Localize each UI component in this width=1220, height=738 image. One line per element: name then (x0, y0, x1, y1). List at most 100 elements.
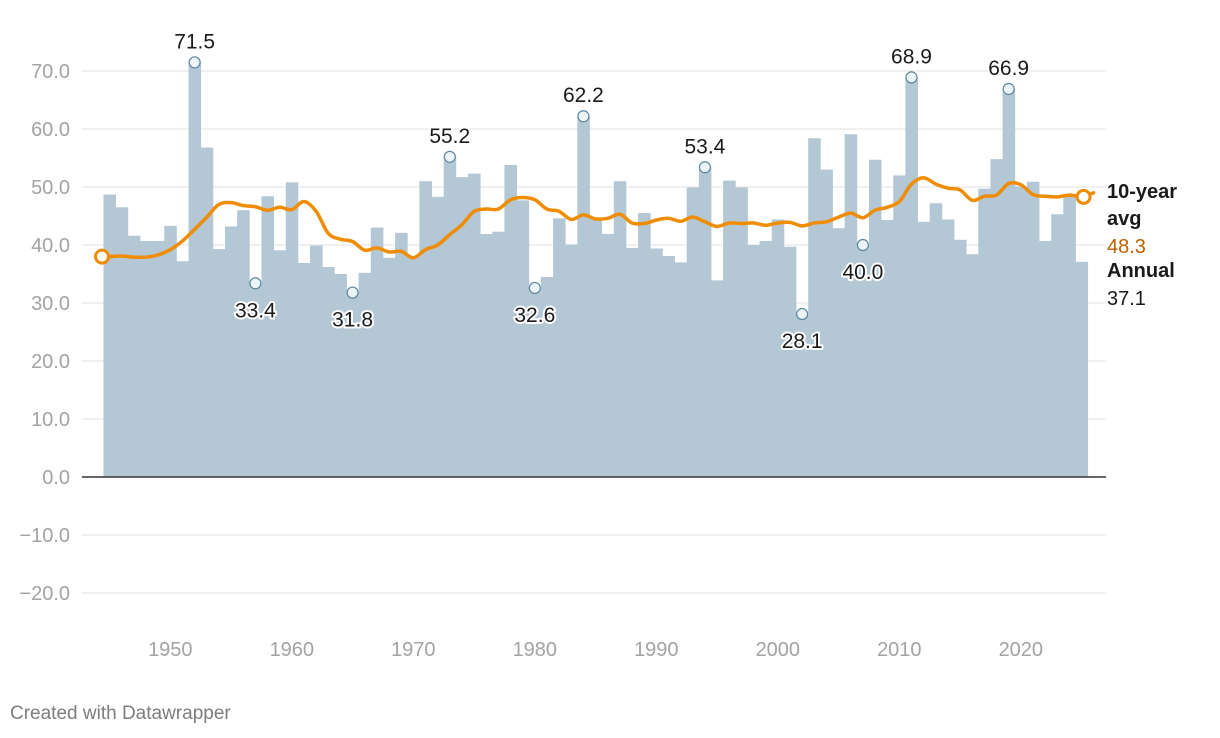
bar-1991 (662, 256, 675, 477)
bar-1948 (139, 240, 153, 477)
bar-1994 (698, 167, 712, 477)
bar-1947 (127, 235, 141, 477)
bar-1995 (711, 280, 724, 477)
x-tick-label: 2010 (877, 639, 922, 661)
annotation-label-1965: 31.8 (332, 309, 373, 332)
bar-1982 (553, 218, 566, 477)
annotation-marker-1957 (249, 277, 262, 290)
y-tick-label: 50.0 (31, 177, 70, 199)
end-labels: 10-year avg 48.3 Annual 37.1 (1107, 181, 1177, 310)
bar-1954 (212, 249, 226, 477)
bar-1999 (759, 240, 773, 477)
bar-1946 (115, 207, 129, 478)
annotation-label-2011: 68.9 (891, 45, 932, 68)
bar-1952 (188, 62, 202, 478)
y-tick-label: 60.0 (31, 119, 70, 141)
annotation-marker-1984 (577, 110, 590, 123)
bar-1953 (200, 147, 214, 477)
bar-1968 (382, 257, 396, 477)
bar-1985 (589, 218, 603, 477)
annotation-marker-2007 (856, 238, 869, 252)
bar-1970 (407, 256, 420, 477)
bar-1980 (528, 287, 542, 477)
annotation-label-2007: 40.0 (842, 261, 883, 284)
bar-1990 (650, 248, 663, 477)
bar-1978 (504, 164, 517, 477)
bar-1955 (225, 226, 238, 477)
bar-2010 (893, 175, 906, 477)
x-tick-label: 2000 (756, 639, 801, 661)
bar-1998 (747, 245, 760, 477)
bar-1981 (540, 276, 554, 477)
bar-2022 (1039, 240, 1052, 477)
bar-2001 (783, 246, 797, 477)
bar-1989 (638, 213, 651, 477)
bar-2020 (1014, 186, 1028, 478)
ten-year-avg-line (107, 175, 1084, 260)
bar-1979 (516, 200, 530, 477)
bar-1988 (625, 247, 639, 477)
bar-1958 (261, 196, 274, 477)
avg-value-label: 48.3 (1107, 236, 1146, 258)
bar-1967 (370, 227, 384, 477)
bar-1983 (565, 244, 578, 477)
bar-1993 (686, 187, 700, 477)
bar-1962 (310, 245, 323, 477)
annual-label: Annual (1107, 260, 1175, 282)
annual-bars (103, 62, 1089, 478)
annotation-label-1980: 32.6 (514, 304, 555, 327)
annotation-label-1984: 62.2 (563, 84, 604, 107)
bar-1972 (431, 196, 445, 478)
avg-label-line1: 10-year (1107, 181, 1177, 203)
annual-value-label: 37.1 (1107, 288, 1146, 310)
bar-2008 (868, 159, 882, 478)
x-tick-label: 1950 (148, 639, 193, 661)
y-tick-label: 30.0 (31, 293, 70, 315)
bar-2013 (929, 203, 943, 478)
bar-1969 (395, 232, 408, 477)
avg-end-marker (1075, 188, 1092, 205)
bar-2004 (820, 169, 833, 477)
bar-1971 (419, 181, 432, 477)
bar-2012 (917, 221, 931, 477)
annotation-label-1952: 71.5 (174, 30, 215, 53)
bar-1986 (601, 233, 615, 477)
annotation-marker-2002 (796, 307, 809, 321)
y-tick-label: −20.0 (19, 583, 70, 605)
bar-1977 (492, 231, 505, 477)
annotation-marker-1980 (528, 281, 541, 295)
credit-text: Created with Datawrapper (10, 703, 231, 724)
annotation-marker-1994 (698, 161, 712, 174)
x-axis-ticks: 1950 1960 1970 1980 1990 2000 2010 2020 (148, 639, 1043, 661)
bar-1966 (358, 272, 372, 477)
bar-2024 (1063, 196, 1076, 478)
annotation-label-1973: 55.2 (429, 125, 470, 148)
annotations: 71.5 33.4 31.8 55.2 32.6 62.2 53.4 28.1 40.0 68.9… (172, 28, 1031, 355)
avg-label-line2: avg (1107, 208, 1141, 230)
annotation-label-1994: 53.4 (684, 135, 725, 158)
bar-1965 (346, 292, 360, 477)
bar-1987 (613, 181, 627, 477)
bar-1996 (723, 180, 736, 477)
bar-1992 (674, 262, 688, 477)
bar-1951 (176, 261, 189, 477)
bar-2009 (881, 220, 894, 477)
annotation-marker-1965 (346, 286, 359, 299)
bar-1957 (249, 283, 262, 477)
bar-1974 (455, 177, 469, 477)
y-tick-label: 10.0 (31, 409, 70, 431)
bar-2014 (941, 219, 955, 478)
bar-1959 (273, 250, 287, 477)
bar-1963 (322, 267, 335, 477)
y-tick-label: 40.0 (31, 235, 70, 257)
annotation-label-1957: 33.4 (235, 299, 276, 322)
bar-2025 (1075, 261, 1089, 477)
bar-1984 (577, 116, 590, 478)
bar-2015 (954, 239, 967, 477)
bar-1973 (443, 156, 457, 477)
annotation-marker-1952 (188, 56, 201, 69)
bar-2011 (905, 77, 918, 477)
bar-2023 (1051, 214, 1064, 477)
bar-2016 (966, 254, 979, 477)
